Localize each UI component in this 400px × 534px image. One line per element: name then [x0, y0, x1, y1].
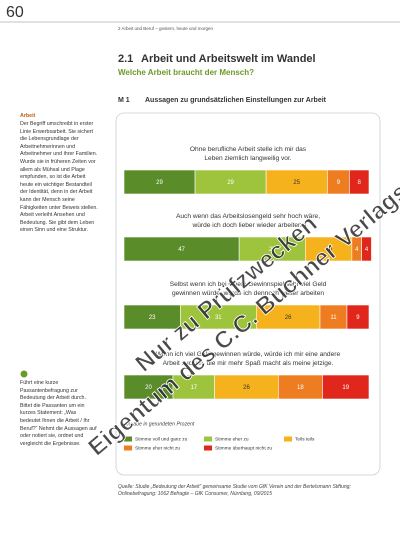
chart-note: Angabe in gerundeten Prozent: [123, 421, 195, 427]
legend-label: Stimme eher nicht zu: [135, 445, 180, 451]
chart: Ohne berufliche Arbeit stelle ich mir da…: [123, 146, 372, 451]
segment-label: 29: [156, 180, 163, 186]
segment-label: 25: [293, 180, 300, 186]
segment-label: 9: [356, 315, 360, 321]
statement-text: Auch wenn das Arbeitslosengeld sehr hoch…: [176, 213, 320, 220]
bar-segment: [180, 304, 257, 330]
bar-segment: [194, 169, 267, 195]
bar-segment: [319, 304, 348, 330]
legend-swatch: [124, 445, 132, 451]
statement-text: gewinnen würde, würde ich dennoch weiter…: [172, 290, 324, 297]
statement-text: Selbst wenn ich bei einem Gewinnspiel se…: [170, 281, 327, 288]
statement-text: Ohne berufliche Arbeit stelle ich mir da…: [190, 146, 307, 153]
page-number: 60: [6, 4, 24, 21]
term: Arbeit: [20, 113, 36, 119]
segment-label: 29: [227, 180, 234, 186]
bar-segment: [172, 374, 215, 400]
legend-label: Stimme überhaupt nicht zu: [215, 445, 272, 451]
segment-label: 31: [215, 315, 222, 321]
statement-text: Arbeit suchen, die mir mehr Spaß macht a…: [163, 360, 334, 367]
sidebar-definition: Der Begriff umschreibt in erster Linie E…: [20, 121, 98, 234]
segment-label: 47: [178, 247, 185, 253]
statement-text: Leben ziemlich langweilig vor.: [204, 155, 291, 162]
legend-swatch: [204, 445, 212, 451]
bar-segment: [349, 169, 370, 195]
legend-label: Teils teils: [295, 436, 315, 442]
bar-segment: [346, 304, 370, 330]
segment-label: 20: [145, 385, 152, 391]
sidebar-term: Arbeit: [20, 113, 98, 121]
segment-label: 4: [365, 247, 369, 253]
legend-swatch: [124, 436, 132, 442]
segment-label: 18: [297, 385, 304, 391]
bar-segment: [278, 374, 323, 400]
legend-label: Stimme voll und ganz zu: [135, 436, 188, 442]
segment-label: 9: [337, 180, 341, 186]
bar-segment: [123, 374, 174, 400]
segment-label: 26: [243, 385, 250, 391]
legend-label: Stimme eher zu: [215, 436, 249, 442]
segment-label: 26: [285, 315, 292, 321]
sidebar-task: Führt eine kurze Passantenbefragung zur …: [20, 380, 97, 447]
segment-label: 19: [342, 385, 349, 391]
segment-label: 4: [355, 247, 359, 253]
legend-swatch: [284, 436, 292, 442]
bar-segment: [123, 304, 181, 330]
source: Quelle: Studie „Bedeutung der Arbeit“ ge…: [118, 484, 351, 497]
bar-segment: [123, 236, 240, 262]
segment-label: 17: [190, 385, 197, 391]
bar-segment: [214, 374, 279, 400]
bar-segment: [255, 304, 321, 330]
segment-label: 23: [149, 315, 156, 321]
material-title: Aussagen zu grundsätzlichen Einstellunge…: [145, 97, 327, 104]
segment-label: 8: [358, 180, 362, 186]
task-icon: [20, 370, 28, 378]
bar-segment: [123, 169, 196, 195]
bar-segment: [361, 236, 372, 262]
segment-label: 11: [330, 315, 337, 321]
statement-text: Wenn ich viel Geld gewinnen würde, würde…: [156, 351, 341, 358]
bar-segment: [322, 374, 370, 400]
section-number: 2.1: [118, 53, 133, 65]
legend-swatch: [204, 436, 212, 442]
section-subtitle: Welche Arbeit braucht der Mensch?: [118, 68, 254, 77]
statement-text: würde ich doch lieber wieder arbeiten.: [191, 222, 303, 229]
bar-segment: [238, 236, 306, 262]
material-label: M 1: [118, 97, 130, 104]
section-title: Arbeit und Arbeitswelt im Wandel: [141, 53, 316, 65]
segment-label: 19: [325, 247, 332, 253]
running-header: 2 Arbeit und Beruf – gestern, heute und …: [118, 26, 214, 31]
segment-label: 27: [269, 247, 276, 253]
